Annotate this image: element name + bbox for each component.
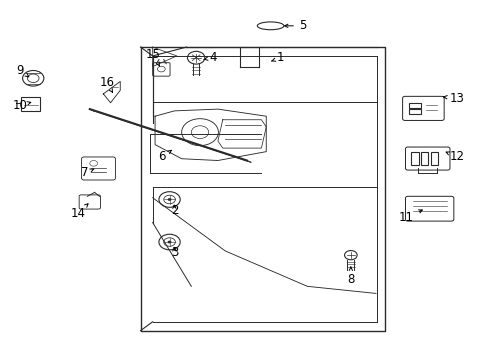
Text: 15: 15 — [145, 48, 160, 66]
Bar — [420, 152, 427, 165]
Text: 1: 1 — [271, 51, 284, 64]
Bar — [410, 152, 418, 165]
Text: 9: 9 — [16, 64, 29, 77]
Text: 12: 12 — [445, 150, 464, 163]
Text: 5: 5 — [284, 19, 305, 32]
Text: 16: 16 — [99, 76, 114, 92]
Circle shape — [167, 198, 171, 201]
Text: 10: 10 — [12, 99, 31, 112]
Text: 13: 13 — [443, 92, 464, 105]
Text: 4: 4 — [203, 51, 216, 64]
Text: 2: 2 — [170, 204, 178, 217]
Text: 7: 7 — [81, 166, 94, 179]
Bar — [408, 109, 420, 114]
Bar — [21, 97, 41, 111]
Text: 11: 11 — [398, 210, 422, 224]
Text: 14: 14 — [70, 204, 88, 220]
Text: 3: 3 — [170, 246, 178, 259]
Circle shape — [167, 240, 171, 243]
Bar — [430, 152, 437, 165]
Text: 6: 6 — [158, 150, 171, 163]
Bar — [408, 103, 420, 108]
Text: 8: 8 — [346, 267, 354, 286]
